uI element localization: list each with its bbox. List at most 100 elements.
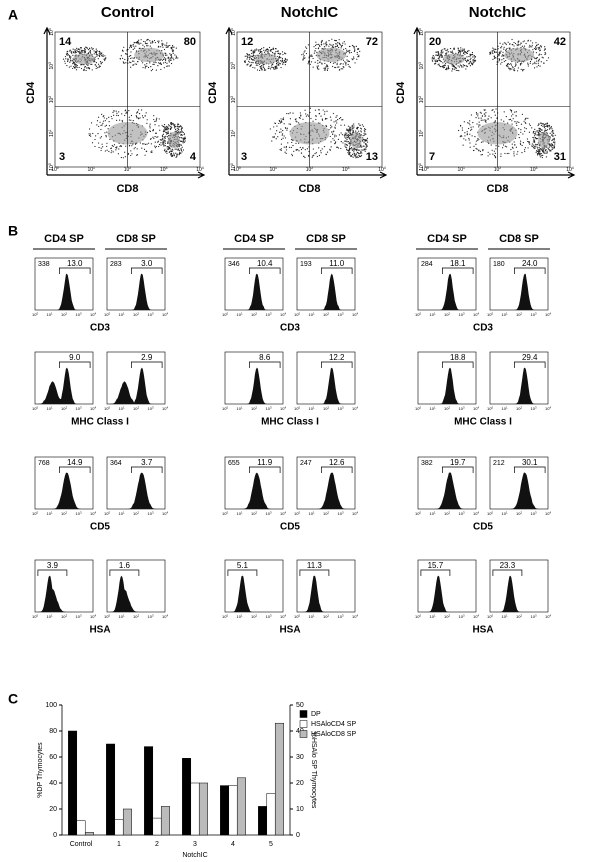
event-dot: [154, 41, 156, 44]
tick-label: 100: [487, 510, 493, 516]
event-dot: [353, 127, 355, 129]
event-dot: [69, 56, 71, 58]
event-dot: [268, 46, 271, 49]
event-dot: [252, 62, 254, 64]
event-dot: [282, 117, 285, 119]
event-dot: [278, 131, 281, 133]
event-dot: [531, 145, 533, 147]
tick-label: 101: [46, 613, 52, 619]
tick-exponent: 1: [123, 405, 125, 409]
event-dot: [266, 48, 268, 50]
tick-label: 103: [530, 613, 536, 619]
event-dot: [345, 47, 347, 50]
event-dot: [169, 146, 171, 149]
event-dot: [99, 61, 102, 63]
event-dot: [536, 137, 539, 140]
tick-label: 103: [458, 613, 464, 619]
event-dot: [80, 64, 82, 66]
event-dot: [549, 137, 551, 139]
gate-value: 15.7: [428, 561, 444, 570]
event-dot: [551, 134, 553, 136]
event-dot: [254, 51, 256, 53]
event-dot: [127, 58, 129, 60]
event-dot: [170, 54, 172, 56]
event-dot: [337, 138, 340, 140]
event-dot: [64, 62, 66, 64]
event-dot: [102, 120, 105, 122]
bar: [190, 782, 200, 836]
event-dot: [466, 133, 468, 135]
event-dot: [461, 66, 463, 68]
event-dot: [545, 152, 547, 154]
event-dot: [522, 69, 524, 71]
event-dot: [520, 68, 522, 70]
event-dot: [511, 68, 513, 70]
event-dot: [132, 48, 134, 50]
event-dot: [276, 130, 278, 132]
event-dot: [471, 128, 473, 130]
event-dot: [357, 130, 360, 132]
event-dot: [74, 52, 76, 54]
tick-label: 102: [444, 311, 450, 317]
gate-bracket: [299, 569, 330, 576]
event-dot: [346, 128, 348, 130]
tick-base: 10: [487, 614, 492, 619]
tick-label: 102: [61, 311, 67, 317]
event-dot: [536, 150, 538, 152]
event-dot: [521, 113, 523, 116]
event-dot: [156, 117, 158, 119]
event-dot: [536, 44, 538, 46]
event-dot: [125, 53, 127, 55]
tick-base: 10: [222, 312, 227, 317]
event-dot: [325, 45, 327, 47]
event-dot: [442, 51, 444, 53]
event-dot: [361, 124, 363, 126]
event-dot: [170, 57, 172, 60]
event-dot: [342, 68, 344, 70]
event-dot: [303, 51, 305, 53]
tick-label: 104: [352, 311, 358, 317]
event-dot: [446, 50, 448, 52]
event-dot: [473, 57, 476, 59]
x-group-label: NotchIC: [182, 852, 207, 859]
event-dot: [523, 68, 525, 71]
tick-label: 101: [429, 510, 435, 516]
event-dot: [346, 49, 348, 51]
event-dot: [540, 53, 542, 56]
tick-label: 101: [418, 129, 425, 137]
event-dot: [144, 41, 146, 43]
event-dot: [281, 63, 284, 65]
event-dot: [74, 49, 76, 51]
event-dot: [277, 136, 279, 138]
event-dot: [321, 48, 323, 50]
event-dot: [507, 62, 509, 65]
event-dot: [111, 118, 113, 120]
tick-exponent: 3: [536, 166, 538, 170]
event-dot: [441, 66, 444, 68]
event-dot: [101, 124, 103, 126]
event-dot: [525, 42, 527, 45]
tick-label: 104: [473, 510, 479, 516]
event-dot: [180, 127, 183, 130]
event-dot: [532, 51, 535, 53]
event-dot: [74, 50, 76, 52]
event-dot: [180, 134, 182, 136]
event-dot: [536, 60, 538, 62]
event-dot: [152, 63, 154, 65]
event-dot: [363, 132, 365, 134]
event-dot: [354, 48, 356, 50]
event-dot: [183, 138, 185, 140]
event-dot: [99, 55, 101, 58]
event-dot: [478, 121, 480, 123]
event-dot: [258, 63, 261, 65]
event-dot: [345, 140, 347, 142]
event-dot: [163, 126, 165, 128]
event-dot: [175, 55, 177, 57]
event-dot: [72, 48, 74, 50]
event-dot: [149, 125, 151, 127]
event-dot: [469, 65, 472, 67]
event-dot: [113, 144, 116, 146]
event-dot: [164, 61, 166, 63]
event-dot: [363, 142, 365, 144]
